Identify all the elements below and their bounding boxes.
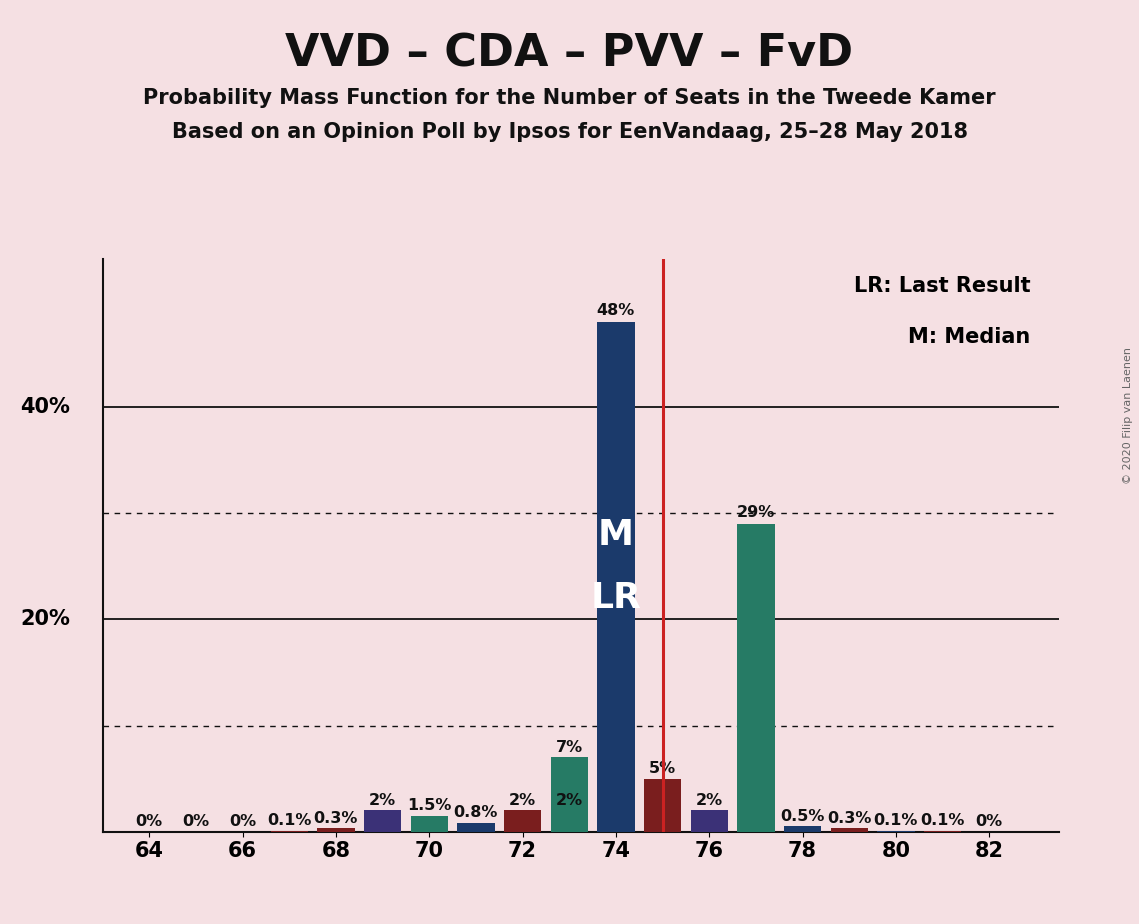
Bar xyxy=(271,831,308,832)
Text: 0.1%: 0.1% xyxy=(920,813,965,828)
Bar xyxy=(597,322,634,832)
Text: 2%: 2% xyxy=(556,793,583,808)
Text: M: Median: M: Median xyxy=(908,327,1031,347)
Bar xyxy=(784,826,821,832)
Text: LR: Last Result: LR: Last Result xyxy=(854,276,1031,296)
Bar xyxy=(644,779,681,832)
Text: 7%: 7% xyxy=(556,740,583,755)
Text: 48%: 48% xyxy=(597,303,636,318)
Bar xyxy=(830,829,868,832)
Text: 40%: 40% xyxy=(21,397,69,418)
Bar xyxy=(877,831,915,832)
Text: 0%: 0% xyxy=(182,814,210,829)
Text: M: M xyxy=(598,517,634,552)
Text: 1.5%: 1.5% xyxy=(407,798,451,813)
Bar xyxy=(410,816,448,832)
Text: 0.1%: 0.1% xyxy=(267,813,311,828)
Text: 29%: 29% xyxy=(737,505,775,519)
Text: LR: LR xyxy=(590,581,641,615)
Bar xyxy=(363,810,401,832)
Text: 0.1%: 0.1% xyxy=(874,813,918,828)
Bar xyxy=(737,524,775,832)
Text: 0%: 0% xyxy=(229,814,256,829)
Bar xyxy=(550,810,588,832)
Bar xyxy=(317,829,354,832)
Text: © 2020 Filip van Laenen: © 2020 Filip van Laenen xyxy=(1123,347,1133,484)
Bar xyxy=(457,823,494,832)
Text: 0%: 0% xyxy=(136,814,163,829)
Text: VVD – CDA – PVV – FvD: VVD – CDA – PVV – FvD xyxy=(286,32,853,76)
Text: 20%: 20% xyxy=(21,610,69,629)
Bar xyxy=(924,831,961,832)
Text: 2%: 2% xyxy=(509,793,536,808)
Text: 0.3%: 0.3% xyxy=(313,810,358,826)
Text: 2%: 2% xyxy=(696,793,723,808)
Text: 0.8%: 0.8% xyxy=(453,806,498,821)
Text: 0.5%: 0.5% xyxy=(780,808,825,823)
Text: 0%: 0% xyxy=(976,814,1002,829)
Bar xyxy=(503,810,541,832)
Bar xyxy=(690,810,728,832)
Bar xyxy=(550,758,588,832)
Text: Probability Mass Function for the Number of Seats in the Tweede Kamer: Probability Mass Function for the Number… xyxy=(144,88,995,108)
Text: 0.3%: 0.3% xyxy=(827,810,871,826)
Text: 2%: 2% xyxy=(369,793,396,808)
Text: Based on an Opinion Poll by Ipsos for EenVandaag, 25–28 May 2018: Based on an Opinion Poll by Ipsos for Ee… xyxy=(172,122,967,142)
Text: 5%: 5% xyxy=(649,760,677,776)
